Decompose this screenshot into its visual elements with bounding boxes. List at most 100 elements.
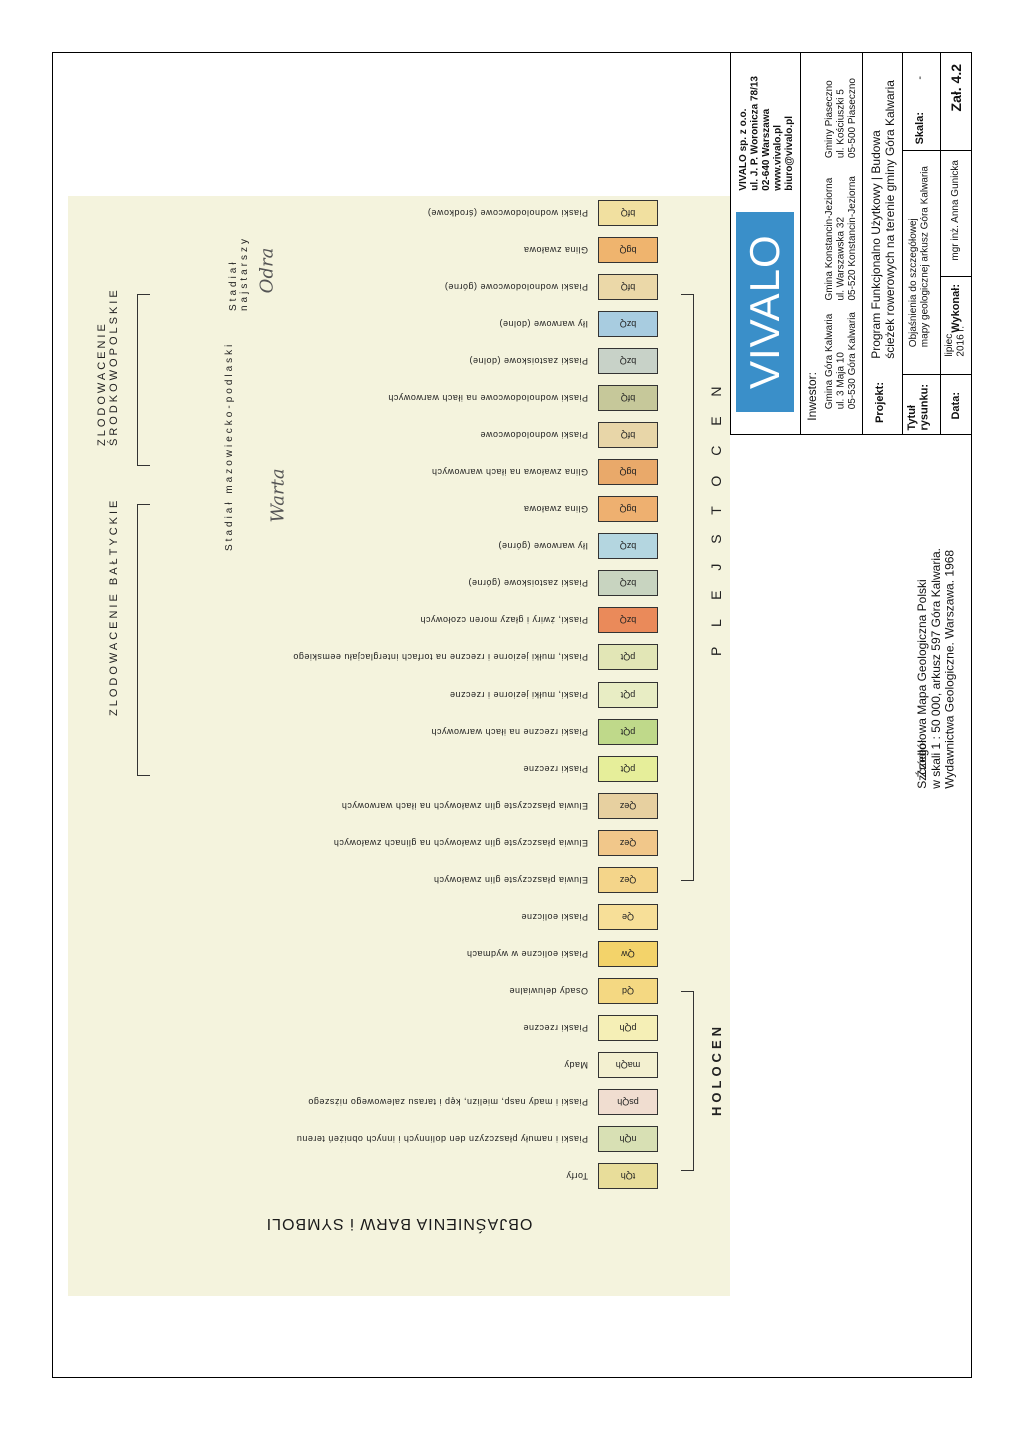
legend-row: Qez Eluwia płaszczyste glin zwałowych na … (68, 825, 730, 861)
legend-description: Eluwia płaszczyste glin zwałowych (433, 874, 588, 885)
legend-row: bzQ Piaski zastoiskowe (dolne) (68, 343, 730, 379)
scale-value: - (914, 76, 926, 80)
legend-row: tQh Torfy (68, 1158, 730, 1194)
legend-row: pQt Piaski rzeczne (68, 751, 730, 787)
legend-swatch: pQt (598, 681, 658, 708)
vivalo-logo: VIVALO (736, 212, 794, 412)
legend-row: bzQ Iły warwowe (dolne) (68, 306, 730, 342)
legend-row: bgQ Glina zwałowa (68, 232, 730, 268)
legend-row: Qd Osady deluwialne (68, 973, 730, 1009)
legend-row: bzQ Iły warwowe (górne) (68, 528, 730, 564)
legend-swatch: bfQ (598, 200, 658, 227)
stadial-najstarszy-label: Stadiał najstarszy (228, 235, 250, 311)
legend-swatch: bzQ (598, 533, 658, 560)
investor-3: Gminy Piaseczno ul. Kościuszki 5 05-500 Pi… (824, 78, 858, 159)
legend-row: bzQ Piaski, żwiry i głazy moren czołowych (68, 602, 730, 638)
project-text: Program Funkcjonalno Użytkowy | Budowa śc… (869, 80, 897, 359)
legend-swatch: Qe (598, 903, 658, 930)
legend-description: Piaski wodnolodowcowe (479, 430, 588, 441)
tb-line-sheet (940, 150, 972, 151)
stadial-mazowiecko-label: Stadiał mazowiecko-podlaski (224, 341, 235, 551)
legend-description: Glina zwałowa (523, 504, 588, 515)
legend-row: Qe Piaski eoliczne (68, 899, 730, 935)
legend-swatch: psQh (598, 1088, 658, 1115)
legend-swatch: bgQ (598, 496, 658, 523)
legend-swatch: bgQ (598, 237, 658, 264)
legend-row: bzQ Piaski zastoiskowe (górne) (68, 565, 730, 601)
legend-description: Piaski zastoiskowe (dolne) (468, 356, 588, 367)
legend-row: pQt Piaski, mułki jeziorne i rzeczne (68, 677, 730, 713)
legend-description: Piaski, mułki jeziorne i rzeczne (449, 689, 588, 700)
legend-swatch: bfQ (598, 422, 658, 449)
holocen-label: HOLOCEN (709, 1023, 724, 1116)
legend-description: Piaski zastoiskowe (górne) (467, 578, 588, 589)
legend-row: nQh Piaski i namuły płaszczyzn den dolinn… (68, 1121, 730, 1157)
tb-line-author (940, 276, 972, 277)
legend-rows: tQh Torfy nQh Piaski i namuły płaszczyzn de… (68, 196, 730, 1196)
legend-swatch: bzQ (598, 570, 658, 597)
legend-description: Piaski eoliczne w wydmach (466, 948, 588, 959)
tb-line-label-date (940, 374, 972, 375)
tb-line-scale (902, 150, 940, 151)
company-address: ul. J. P. Woronicza 78/13 (749, 76, 761, 191)
investor-2: Gmina Konstancin-Jeziorna ul. Warszawska … (824, 176, 858, 301)
legend-swatch: bfQ (598, 385, 658, 412)
page-frame (52, 52, 972, 1378)
tb-line-label-title (902, 374, 940, 375)
company-name: VIVALO sp. z o.o. (738, 108, 749, 191)
legend-swatch: bgQ (598, 459, 658, 486)
legend: OBJAŚNIENIA BARW i SYMBOLI tQh Torfy nQh Pi… (68, 196, 730, 1296)
legend-swatch: pQh (598, 1014, 658, 1041)
legend-swatch: Qez (598, 866, 658, 893)
project-label: Projekt: (874, 382, 886, 423)
investor-label: Inwestor: (805, 372, 819, 421)
srodkowopolskie-bracket (137, 294, 150, 466)
legend-row: bgQ Glina zwałowa (68, 491, 730, 527)
company-email[interactable]: biuro@vivalo.pl (784, 115, 795, 191)
tb-line-company (800, 52, 801, 434)
legend-swatch: Qez (598, 829, 658, 856)
sheet-number: Zał. 4.2 (948, 64, 964, 112)
scale-label: Skala: (914, 112, 926, 145)
tb-line-project (862, 52, 863, 434)
legend-swatch: pQt (598, 755, 658, 782)
legend-row: pQt Piaski rzeczne na iłach warwowych (68, 714, 730, 750)
source-text: Szczegółowa Mapa Geologiczna Polski w ska… (915, 548, 957, 789)
legend-description: Piaski, żwiry i głazy moren czołowych (419, 615, 588, 626)
legend-swatch: bzQ (598, 348, 658, 375)
legend-description: Piaski, mułki jeziorne i rzeczne na torf… (292, 652, 588, 663)
company-web[interactable]: www.vivalo.pl (772, 124, 784, 191)
tb-line-top (730, 434, 972, 435)
legend-description: Glina zwałowa (523, 245, 588, 256)
legend-row: pQt Piaski, mułki jeziorne i rzeczne na t… (68, 639, 730, 675)
legend-row: psQh Piaski i mady nasp, mielizn, kęp i t… (68, 1084, 730, 1120)
legend-description: Piaski wodnolodowcowe (górne) (444, 282, 588, 293)
legend-row: Qw Piaski eoliczne w wydmach (68, 936, 730, 972)
legend-description: Piaski wodnolodowcowe (środkowe) (427, 208, 588, 219)
legend-swatch: bfQ (598, 274, 658, 301)
legend-description: Piaski eoliczne (520, 911, 588, 922)
legend-description: Piaski wodnolodowcowe na iłach warwowych (387, 393, 588, 404)
legend-swatch: pQt (598, 718, 658, 745)
legend-description: Eluwia płaszczyste glin zwałowych na gli… (333, 837, 588, 848)
legend-row: Qez Eluwia płaszczyste glin zwałowych na … (68, 788, 730, 824)
company-city: 02-640 Warszawa (761, 108, 772, 191)
tb-border-left (730, 52, 731, 434)
handwritten-signature-1: Warta (267, 468, 289, 523)
legend-swatch: tQh (598, 1163, 658, 1189)
legend-swatch: maQh (598, 1051, 658, 1078)
legend-row: pQh Piaski rzeczne (68, 1010, 730, 1046)
legend-swatch: Qw (598, 940, 658, 967)
legend-description: Piaski rzeczne (522, 1022, 588, 1033)
title-text: Objaśnienia do szczegółowej mapy geologic… (908, 166, 931, 348)
legend-title: OBJAŚNIENIA BARW i SYMBOLI (265, 1215, 533, 1232)
zlodowacenie-baltyckie-label: ZLODOWACENIE BAŁTYCKIE (108, 497, 120, 716)
legend-swatch: pQt (598, 644, 658, 671)
legend-row: Qez Eluwia płaszczyste glin zwałowych (68, 862, 730, 898)
legend-description: Osady deluwialne (508, 985, 588, 996)
plejstocen-bracket (681, 294, 694, 881)
legend-swatch: Qez (598, 792, 658, 819)
author-label: Wykonał: (950, 284, 962, 333)
title-label: Tytuł rysunku: (906, 384, 931, 431)
legend-description: Iły warwowe (dolne) (498, 319, 588, 330)
